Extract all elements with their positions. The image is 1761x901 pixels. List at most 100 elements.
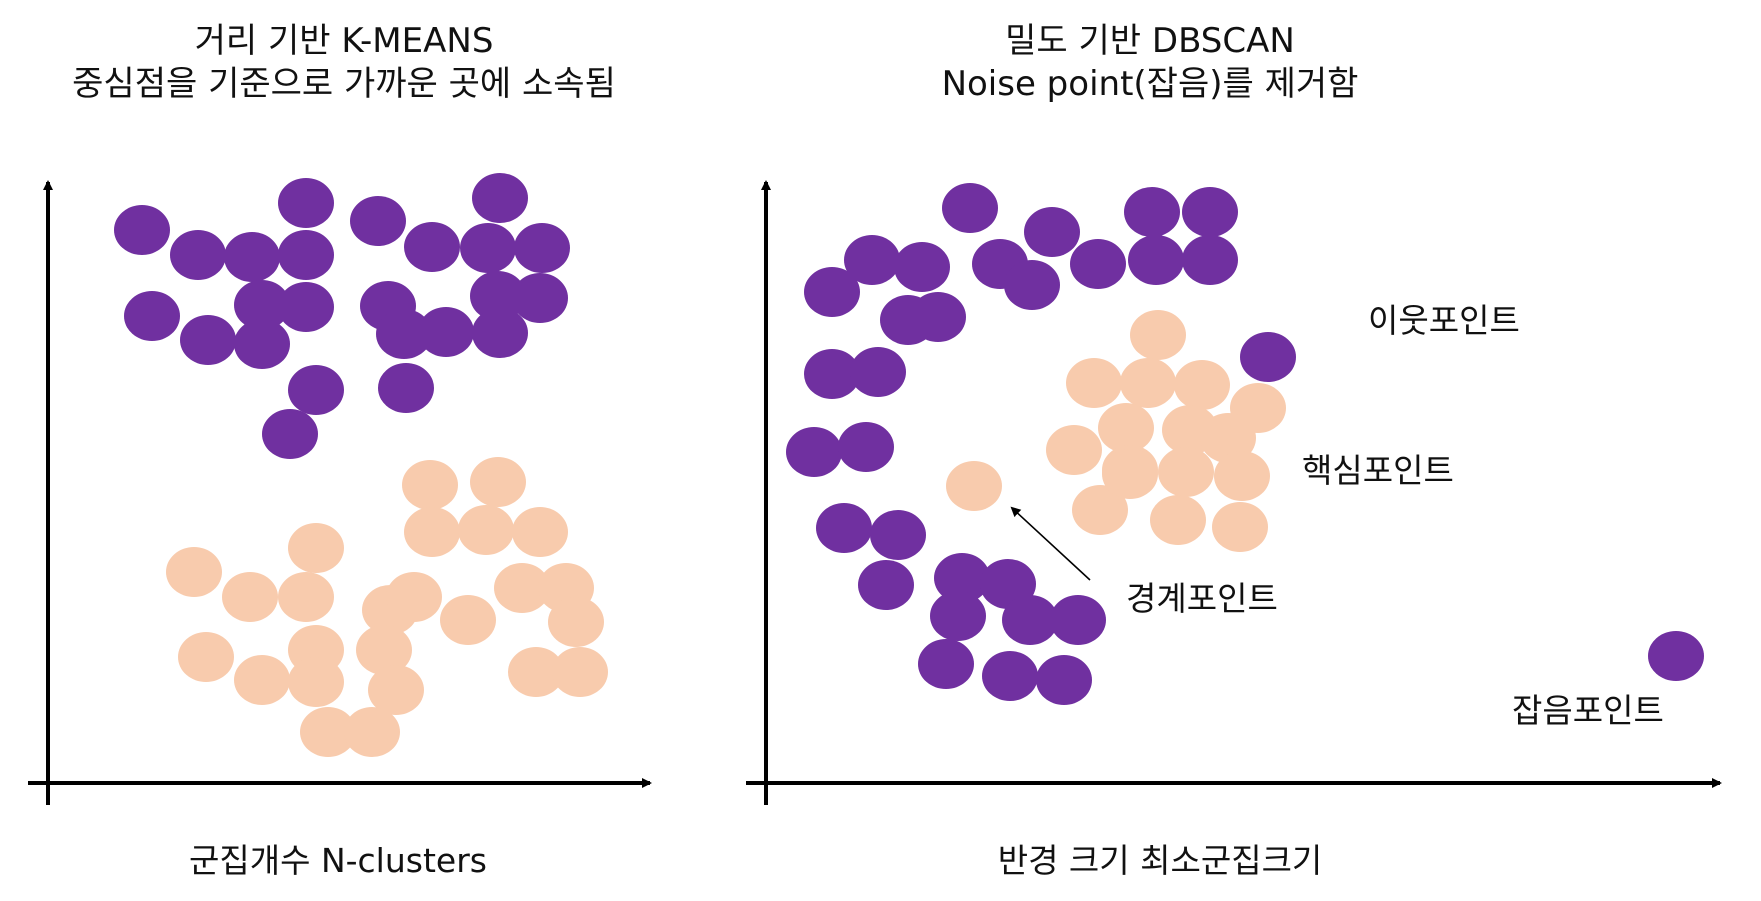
neighbor-point-label: 이웃포인트 [1368,301,1520,340]
dbscan-purple-point [1128,235,1184,285]
dbscan-peach-point [1102,449,1158,499]
kmeans-axes [28,180,652,805]
dbscan-purple-point [894,242,950,292]
dbscan-purple-point [870,510,926,560]
dbscan-subtitle: Noise point(잡음)를 제거함 [942,64,1359,104]
kmeans-peach-point [508,647,564,697]
dbscan-peach-point [1200,413,1256,463]
kmeans-peach-point [470,457,526,507]
dbscan-peach-point [1150,495,1206,545]
dbscan-purple-point [1002,595,1058,645]
core-point-label: 핵심포인트 [1302,451,1454,490]
neighbor-point [1240,332,1296,382]
dbscan-purple-point [910,292,966,342]
kmeans-purple-point [278,230,334,280]
kmeans-cluster-peach [166,457,608,757]
dbscan-purple-point [1004,260,1060,310]
kmeans-title: 거리 기반 K-MEANS [195,21,494,61]
dbscan-purple-point [942,183,998,233]
dbscan-purple-point [850,347,906,397]
kmeans-peach-point [222,572,278,622]
border-point-arrow [1010,506,1091,581]
dbscan-cluster-peach [1046,310,1286,552]
kmeans-peach-point [404,507,460,557]
dbscan-purple-point [1182,235,1238,285]
dbscan-peach-point [1212,502,1268,552]
kmeans-purple-point [114,205,170,255]
dbscan-purple-point [1070,239,1126,289]
dbscan-peach-point [1046,425,1102,475]
dbscan-peach-point [1120,358,1176,408]
kmeans-peach-point [166,547,222,597]
kmeans-purple-point [418,307,474,357]
kmeans-peach-point [458,505,514,555]
dbscan-title: 밀도 기반 DBSCAN [1005,21,1295,61]
dbscan-purple-point [918,639,974,689]
noise-point [1648,631,1704,681]
dbscan-purple-point [1124,187,1180,237]
kmeans-peach-point [344,707,400,757]
kmeans-purple-point [262,409,318,459]
kmeans-peach-point [356,625,412,675]
dbscan-purple-point [786,427,842,477]
kmeans-peach-point [278,572,334,622]
kmeans-purple-point [180,315,236,365]
kmeans-purple-point [234,319,290,369]
kmeans-peach-point [548,597,604,647]
kmeans-peach-point [494,563,550,613]
kmeans-cluster-purple [114,173,570,459]
kmeans-peach-point [234,655,290,705]
kmeans-purple-point [170,230,226,280]
kmeans-purple-point [404,222,460,272]
dbscan-parameter-caption: 반경 크기 최소군집크기 [998,841,1323,880]
kmeans-peach-point [552,647,608,697]
kmeans-purple-point [472,173,528,223]
kmeans-parameter-caption: 군집개수 N-clusters [189,841,487,880]
dbscan-purple-point [1036,655,1092,705]
dbscan-peach-point [1174,360,1230,410]
kmeans-purple-point [124,291,180,341]
kmeans-purple-point [288,365,344,415]
kmeans-purple-point [512,273,568,323]
kmeans-purple-point [472,308,528,358]
dbscan-purple-point [982,651,1038,701]
dbscan-peach-point [1214,451,1270,501]
dbscan-axes [746,180,1722,805]
kmeans-purple-point [224,232,280,282]
kmeans-purple-point [278,178,334,228]
noise-point-label: 잡음포인트 [1512,691,1664,730]
kmeans-purple-point [376,309,432,359]
dbscan-purple-point [804,267,860,317]
kmeans-purple-point [350,196,406,246]
dbscan-peach-point [1130,310,1186,360]
dbscan-purple-point [1050,595,1106,645]
kmeans-peach-point [512,507,568,557]
kmeans-peach-point [402,460,458,510]
kmeans-peach-point [300,707,356,757]
dbscan-purple-point [858,560,914,610]
border-point [946,461,1002,511]
kmeans-purple-point [378,363,434,413]
kmeans-purple-point [470,271,526,321]
dbscan-purple-point [804,349,860,399]
dbscan-purple-point [816,503,872,553]
kmeans-peach-point [368,665,424,715]
border-point-label: 경계포인트 [1126,579,1278,618]
dbscan-purple-point [1182,187,1238,237]
dbscan-purple-point [934,553,990,603]
kmeans-peach-point [288,657,344,707]
kmeans-purple-point [234,280,290,330]
dbscan-cluster-purple [786,183,1238,705]
dbscan-peach-point [1072,485,1128,535]
dbscan-purple-point [844,235,900,285]
kmeans-purple-point [514,223,570,273]
dbscan-peach-point [1158,447,1214,497]
kmeans-peach-point [386,572,442,622]
kmeans-peach-point [288,523,344,573]
kmeans-subtitle: 중심점을 기준으로 가까운 곳에 소속됨 [72,64,616,104]
dbscan-purple-point [930,591,986,641]
kmeans-peach-point [178,632,234,682]
kmeans-purple-point [460,223,516,273]
